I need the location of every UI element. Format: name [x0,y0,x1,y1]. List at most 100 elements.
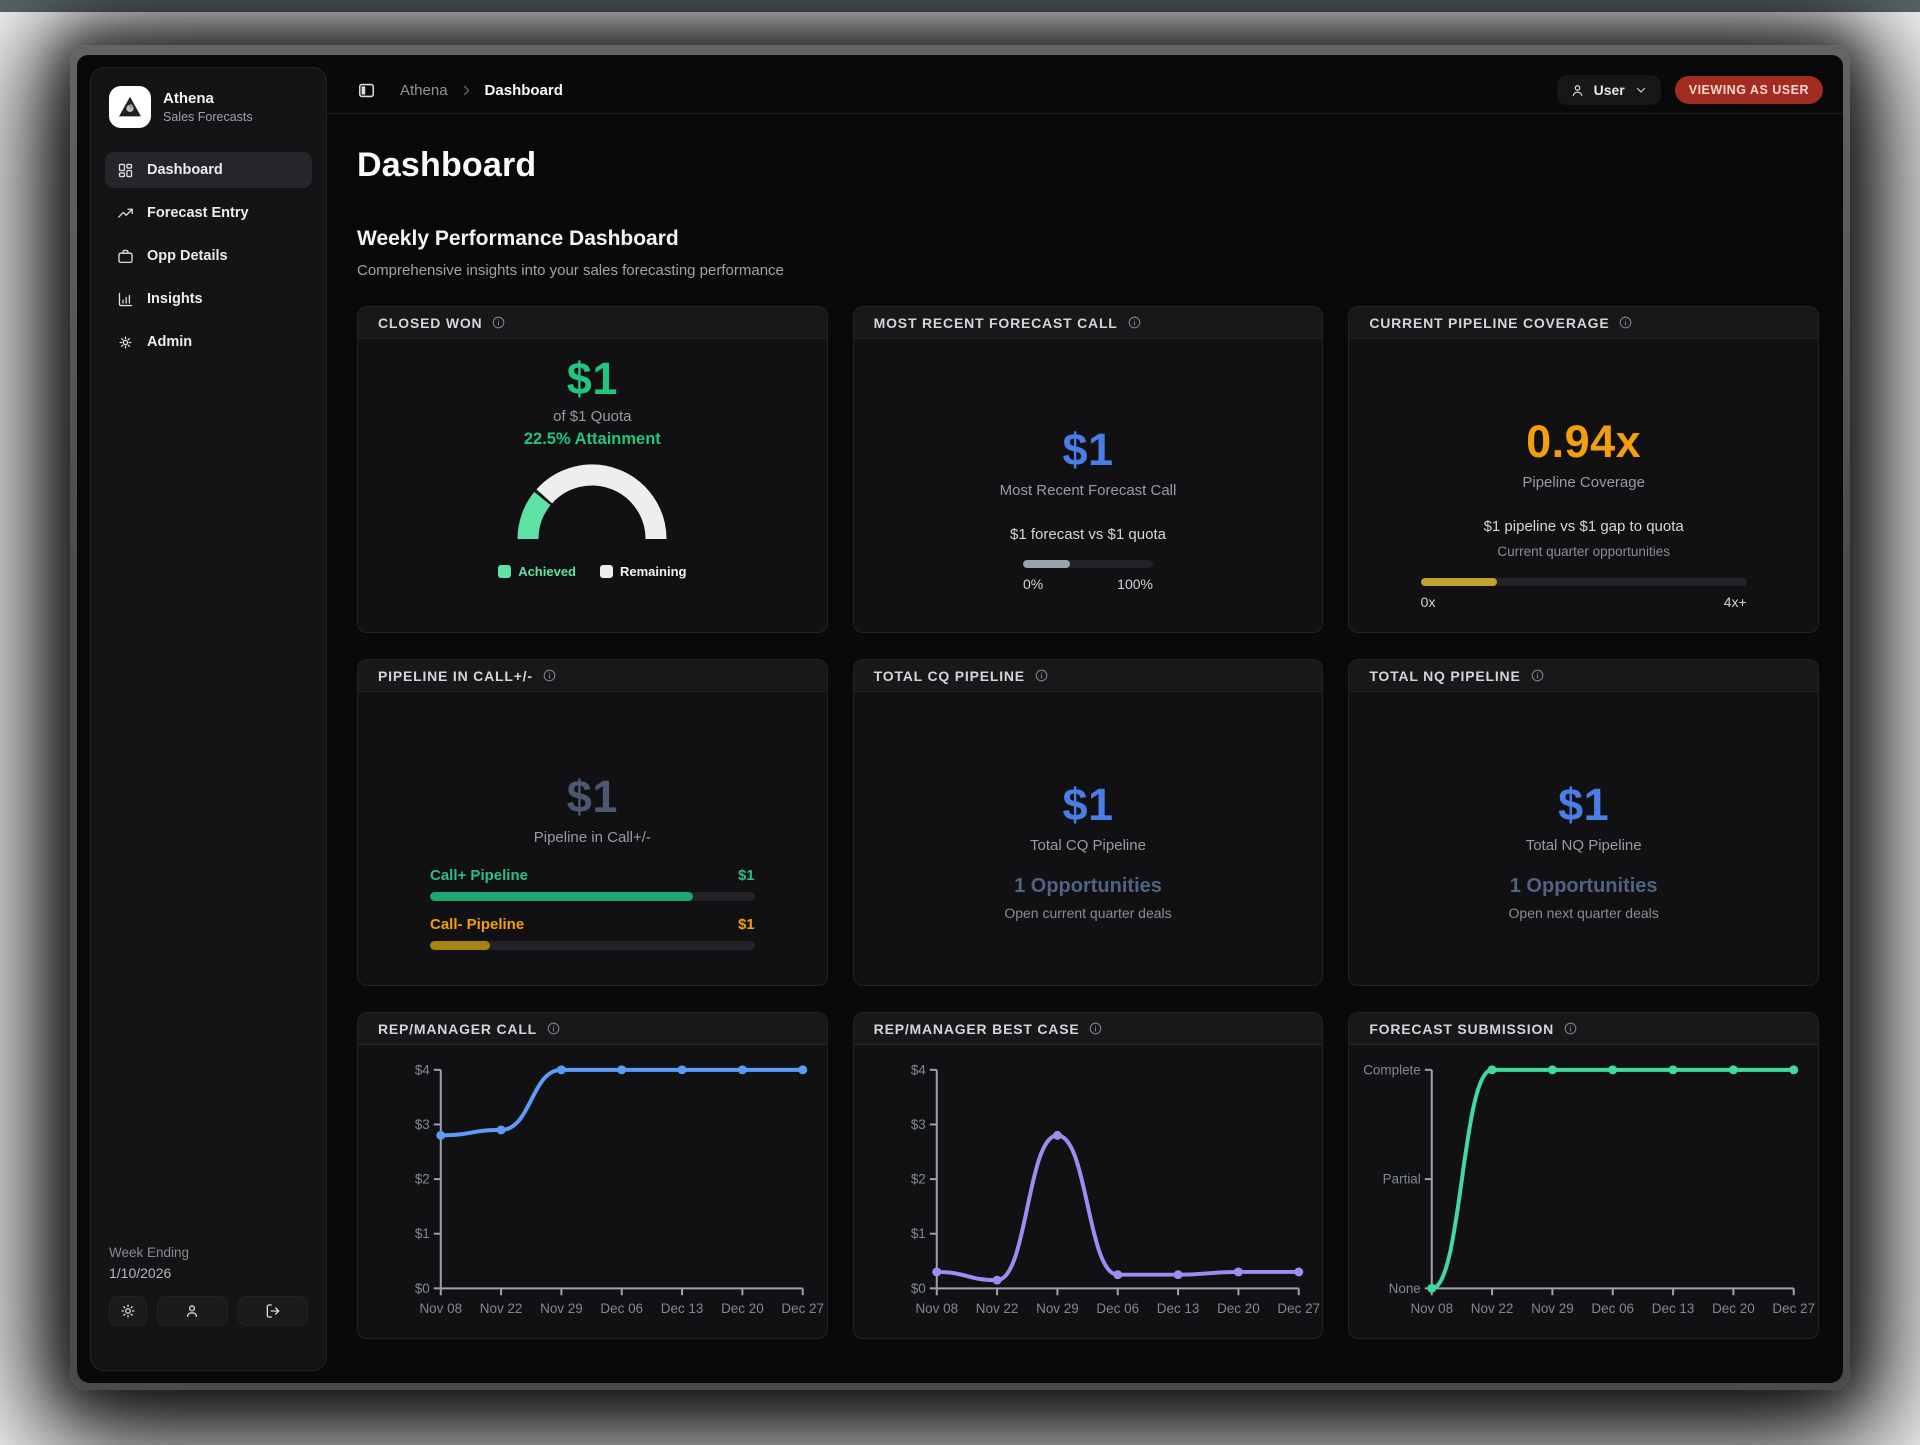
call-plus-row: Call+ Pipeline $1 [430,867,755,901]
profile-button[interactable] [157,1296,228,1326]
forecast-call-label: Most Recent Forecast Call [999,481,1177,499]
info-icon[interactable] [491,315,506,330]
gauge-legend: Achieved Remaining [498,564,686,579]
forecast-submission-chart: None Partial Complete Nov 08 Nov 22 Nov 29 Dec… [1349,1045,1818,1338]
pipeline-call-label: Pipeline in Call+/- [533,828,651,846]
call-plus-value: $1 [737,866,755,884]
user-menu-label: User [1593,82,1625,98]
coverage-progress-track [1420,577,1747,586]
pipeline-call-rows: Call+ Pipeline $1 Call- Pipel [358,867,827,965]
forecast-progress-track [1022,559,1153,568]
card-title: TOTAL NQ PIPELINE [1369,667,1521,684]
cq-value: $1 [1062,779,1114,830]
breadcrumb-app[interactable]: Athena [400,81,448,99]
call-minus-row: Call- Pipeline $1 [430,916,755,950]
cq-note: Open current quarter deals [1004,904,1172,921]
nq-value: $1 [1558,779,1610,830]
forecast-progress-fill [1022,559,1070,568]
bar-chart-icon [118,292,133,306]
call-minus-track [430,940,755,950]
info-icon[interactable] [1563,1021,1578,1036]
main-area: Athena Dashboard User VIEWING AS USER Da… [327,67,1843,1371]
nav-label-opp-details: Opp Details [147,248,228,264]
sidebar-item-insights[interactable]: Insights [105,281,312,317]
card-pipeline-coverage-body: 0.94x Pipeline Coverage $1 pipeline vs $… [1349,339,1818,632]
svg-text:$4: $4 [910,1062,925,1077]
rep-manager-call-chart: $0 $1 $2 $3 $4 Nov 08 Nov 22 Nov 29 Dec 06 Dec 13… [358,1045,827,1338]
sidebar-nav: Dashboard Forecast Entry Opp Details Ins… [105,152,312,360]
app-window: Athena Sales Forecasts Dashboard Forecas… [70,45,1850,1390]
app-subtitle: Sales Forecasts [163,110,253,124]
info-icon[interactable] [1034,668,1049,683]
chevron-down-icon [1636,87,1645,93]
svg-text:Nov 22: Nov 22 [1471,1301,1514,1316]
svg-text:Dec 27: Dec 27 [1773,1301,1816,1316]
coverage-progress-fill [1420,577,1498,586]
svg-text:Dec 27: Dec 27 [1277,1301,1320,1316]
user-menu[interactable]: User [1556,75,1661,105]
coverage-label: Pipeline Coverage [1522,473,1645,491]
info-icon[interactable] [1088,1021,1103,1036]
svg-text:$2: $2 [910,1172,925,1187]
page-content: Dashboard Weekly Performance Dashboard C… [327,114,1843,1371]
nav-label-forecast-entry: Forecast Entry [147,205,249,221]
info-icon[interactable] [542,668,557,683]
svg-text:Dec 20: Dec 20 [1712,1301,1755,1316]
call-plus-track [430,891,755,901]
call-minus-fill [430,940,491,950]
card-pipeline-call-body: $1 Pipeline in Call+/- Call+ Pipeline $1 [358,692,827,985]
closed-won-value: $1 [566,353,618,404]
theme-toggle-button[interactable] [109,1296,147,1326]
dashboard-grid-icon [118,163,133,177]
forecast-progress-scale: 0% 100% [1023,576,1153,592]
call-plus-fill [430,891,693,901]
card-title: CLOSED WON [378,314,483,331]
card-title: TOTAL CQ PIPELINE [873,667,1025,684]
card-total-cq-pipeline: TOTAL CQ PIPELINE $1 Total CQ Pipeline 1… [852,659,1324,986]
app-surface: Athena Sales Forecasts Dashboard Forecas… [77,55,1843,1383]
svg-text:Partial: Partial [1383,1172,1421,1187]
card-rep-manager-best-case: REP/MANAGER BEST CASE $0 $1 $2 $3 $4 Nov 08 No… [852,1012,1324,1339]
brand: Athena Sales Forecasts [109,86,308,128]
closed-won-attainment: 22.5% Attainment [523,429,661,448]
sidebar-item-opp-details[interactable]: Opp Details [105,238,312,274]
info-icon[interactable] [1618,315,1633,330]
desktop-edge-strip [0,0,1920,12]
legend-achieved: Achieved [498,564,576,579]
card-pipeline-call-header: PIPELINE IN CALL+/- [358,660,827,692]
call-minus-label: Call- Pipeline [430,915,525,933]
sidebar-toggle-icon[interactable] [357,81,376,100]
pipeline-vs-gap: $1 pipeline vs $1 gap to quota [1483,517,1684,535]
nav-label-dashboard: Dashboard [147,162,223,178]
week-ending-date: 1/10/2026 [109,1265,172,1281]
sidebar-item-forecast-entry[interactable]: Forecast Entry [105,195,312,231]
chevron-right-icon [463,85,469,95]
legend-achieved-label: Achieved [518,563,576,579]
logout-button[interactable] [237,1296,308,1326]
info-icon[interactable] [546,1021,561,1036]
card-title: REP/MANAGER CALL [378,1020,538,1037]
svg-text:None: None [1389,1281,1421,1296]
card-rep-call-header: REP/MANAGER CALL [358,1013,827,1045]
sidebar-footer: Week Ending 1/10/2026 [105,1245,312,1326]
card-forecast-submission: FORECAST SUBMISSION None Partial Complete N… [1348,1012,1819,1339]
forecast-vs-quota: $1 forecast vs $1 quota [1010,525,1166,543]
call-plus-label: Call+ Pipeline [430,866,528,884]
card-forecast-call-body: $1 Most Recent Forecast Call $1 forecast… [854,339,1323,632]
svg-text:Complete: Complete [1364,1062,1422,1077]
svg-text:$1: $1 [910,1226,925,1241]
svg-text:Dec 13: Dec 13 [661,1301,704,1316]
info-icon[interactable] [1127,315,1142,330]
viewing-as-user-badge: VIEWING AS USER [1674,76,1823,104]
closed-won-quota: of $1 Quota [553,407,632,425]
athena-logo-icon [109,86,151,128]
info-icon[interactable] [1530,668,1545,683]
attainment-gauge [517,460,667,550]
legend-remaining-label: Remaining [620,563,687,579]
card-title: MOST RECENT FORECAST CALL [873,314,1118,331]
card-closed-won-header: CLOSED WON [358,307,827,339]
sidebar-item-dashboard[interactable]: Dashboard [105,152,312,188]
breadcrumb-page: Dashboard [484,81,563,99]
sidebar-item-admin[interactable]: Admin [105,324,312,360]
card-title: PIPELINE IN CALL+/- [378,667,533,684]
